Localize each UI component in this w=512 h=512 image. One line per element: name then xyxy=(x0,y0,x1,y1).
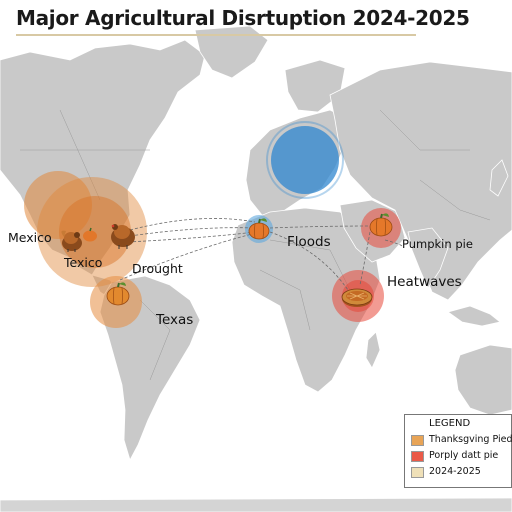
legend-swatch xyxy=(411,451,424,462)
region-label-texas: Texas xyxy=(156,312,194,328)
region-label-heatwaves: Heatwaves xyxy=(387,274,462,290)
pumpkin-icon xyxy=(83,227,97,242)
orange-zone-north-america-outer xyxy=(24,171,92,239)
legend-label: Porply datt pie xyxy=(429,450,499,461)
india xyxy=(407,227,449,289)
region-label-mexico: Mexico xyxy=(8,230,52,245)
region-label-pumpkin-pie: Pumpkin pie xyxy=(402,237,473,251)
supply-routes xyxy=(119,218,403,291)
blue-zone-europe-halo xyxy=(266,121,344,199)
legend-swatch xyxy=(411,435,424,446)
japan xyxy=(489,159,509,197)
orange-zone-north-america-inner xyxy=(59,196,131,268)
page-title: Major Agricultural Disrtuption 2024-2025 xyxy=(16,6,470,30)
legend-swatch xyxy=(411,467,424,478)
region-label-texico: Texico xyxy=(64,255,103,270)
turkey-icon xyxy=(61,230,82,252)
region-label-drought: Drought xyxy=(132,261,183,276)
pumpkin-icon xyxy=(106,282,130,306)
title-underline xyxy=(16,34,416,36)
madagascar xyxy=(365,331,381,369)
blue-zone-europe xyxy=(271,126,339,194)
country-borders xyxy=(20,109,491,381)
legend-title: LEGEND xyxy=(429,418,471,429)
legend-label: 2024-2025 xyxy=(429,466,481,477)
greenland xyxy=(194,25,269,79)
turkey-icon xyxy=(111,224,135,249)
pumpkin-icon xyxy=(248,218,270,240)
antarctica xyxy=(0,497,512,512)
australia xyxy=(454,344,512,416)
pie-icon xyxy=(341,288,373,307)
region-label-floods: Floods xyxy=(287,234,331,250)
pumpkin-icon xyxy=(369,213,393,237)
indonesia xyxy=(447,305,501,327)
map-legend: LEGEND Thanksgving Pied Porply datt pie … xyxy=(404,414,512,488)
scandinavia xyxy=(284,59,346,113)
legend-label: Thanksgving Pied xyxy=(429,434,512,445)
